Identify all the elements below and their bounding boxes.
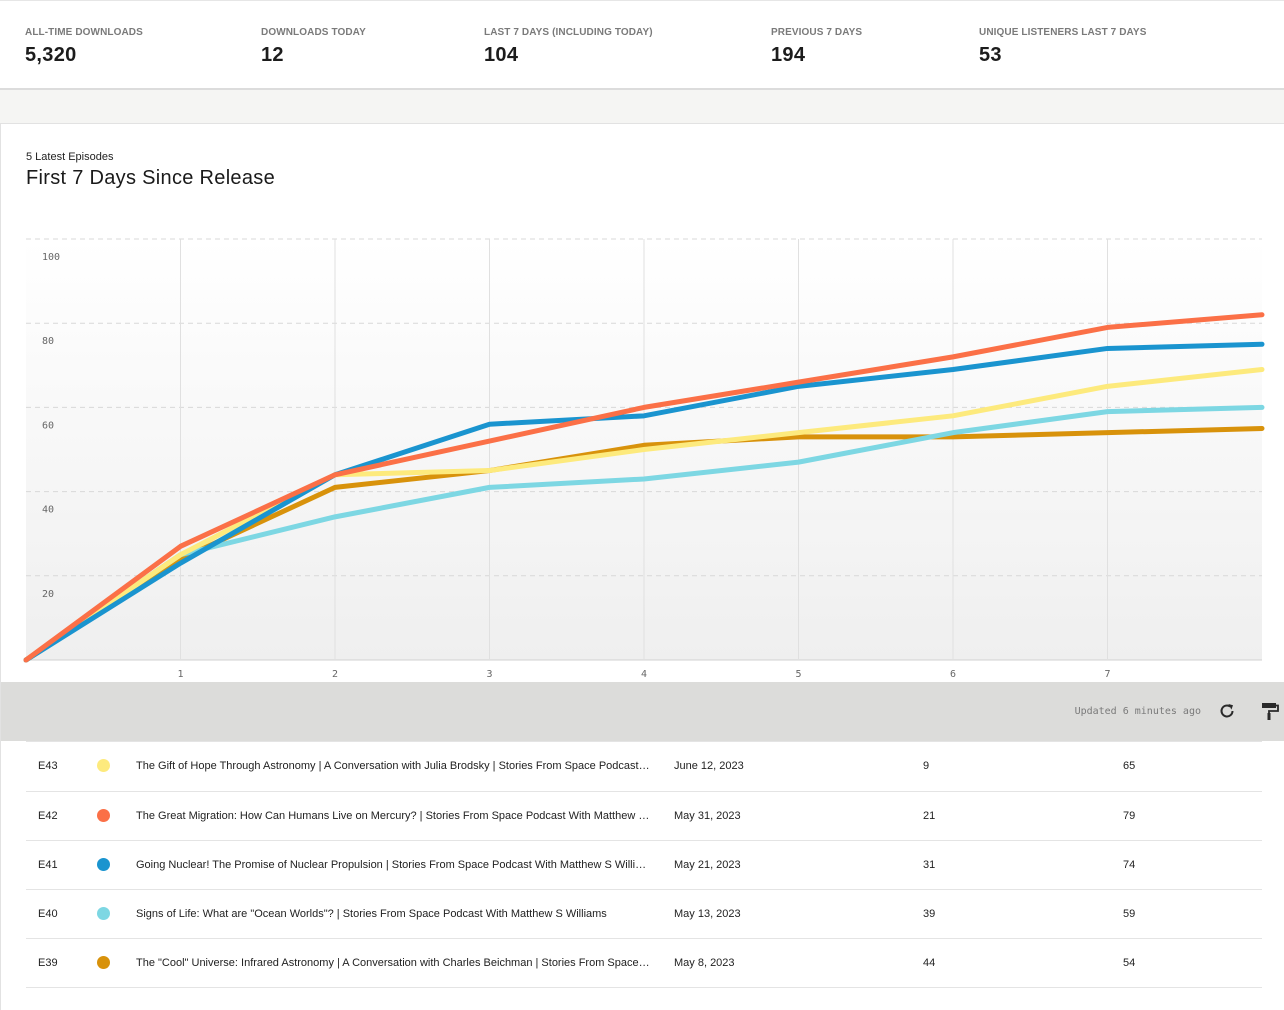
series-line-e43[interactable]: [23, 367, 1265, 663]
y-tick-label: 80: [42, 336, 54, 347]
card-title: First 7 Days Since Release: [26, 167, 276, 189]
stat-previous-7-days: PREVIOUS 7 DAYS 194: [771, 27, 862, 67]
episode-title[interactable]: The Great Migration: How Can Humans Live…: [136, 810, 651, 822]
episode-number: E43: [38, 760, 58, 772]
stat-downloads-today: DOWNLOADS TODAY 12: [261, 27, 366, 67]
stat-label: PREVIOUS 7 DAYS: [771, 27, 863, 38]
stats-bar: ALL-TIME DOWNLOADS 5,320 DOWNLOADS TODAY…: [0, 0, 1284, 90]
x-tick-label: 6: [950, 669, 956, 680]
stat-label: UNIQUE LISTENERS LAST 7 DAYS: [979, 27, 1147, 38]
episodes-chart-card: 5 Latest Episodes First 7 Days Since Rel…: [0, 123, 1284, 1010]
episodes-table: E43 The Gift of Hope Through Astronomy |…: [26, 741, 1262, 988]
stat-label: ALL-TIME DOWNLOADS: [25, 27, 143, 38]
stat-value: 12: [261, 44, 284, 66]
stat-value: 194: [771, 44, 806, 66]
table-row[interactable]: E40 Signs of Life: What are "Ocean World…: [26, 890, 1262, 939]
series-color-dot: [97, 809, 110, 822]
y-tick-label: 60: [42, 420, 54, 431]
series-color-dot: [97, 858, 110, 871]
card-subtitle: 5 Latest Episodes: [26, 151, 114, 163]
download-count: 59: [1123, 908, 1136, 920]
series-line-e42[interactable]: [23, 312, 1265, 663]
stat-all-time-downloads: ALL-TIME DOWNLOADS 5,320: [25, 27, 143, 67]
days-since-release: 44: [923, 957, 936, 969]
x-tick-label: 3: [486, 669, 492, 680]
x-tick-label: 5: [795, 669, 801, 680]
table-row[interactable]: E39 The "Cool" Universe: Infrared Astron…: [26, 939, 1262, 988]
y-tick-label: 20: [42, 589, 54, 600]
stat-last-7-days: LAST 7 DAYS (INCLUDING TODAY) 104: [484, 27, 653, 67]
download-count: 74: [1123, 859, 1136, 871]
days-since-release: 31: [923, 859, 936, 871]
series-line-e40[interactable]: [23, 404, 1265, 663]
series-color-dot: [97, 907, 110, 920]
x-tick-label: 2: [332, 669, 338, 680]
line-chart: 20 40 60 80 100 1 2 3 4 5 6 7: [23, 238, 1265, 680]
release-date: May 8, 2023: [674, 957, 735, 969]
release-date: May 21, 2023: [674, 859, 741, 871]
x-tick-label: 7: [1104, 669, 1110, 680]
x-tick-label: 1: [177, 669, 183, 680]
refresh-icon[interactable]: [1217, 701, 1237, 721]
series-line-e41[interactable]: [23, 341, 1265, 663]
stat-value: 5,320: [25, 44, 77, 66]
chart-toolbar: Updated 6 minutes ago: [1, 682, 1284, 741]
episode-title[interactable]: The Gift of Hope Through Astronomy | A C…: [136, 760, 651, 772]
episode-number: E39: [38, 957, 58, 969]
download-count: 65: [1123, 760, 1136, 772]
episode-title[interactable]: The "Cool" Universe: Infrared Astronomy …: [136, 957, 651, 969]
episode-number: E41: [38, 859, 58, 871]
episode-number: E42: [38, 810, 58, 822]
table-row[interactable]: E41 Going Nuclear! The Promise of Nuclea…: [26, 841, 1262, 890]
paint-roller-icon[interactable]: [1260, 701, 1280, 721]
y-tick-label: 100: [42, 252, 60, 263]
x-tick-label: 4: [641, 669, 647, 680]
table-row[interactable]: E42 The Great Migration: How Can Humans …: [26, 792, 1262, 841]
episode-title[interactable]: Signs of Life: What are "Ocean Worlds"? …: [136, 908, 607, 920]
updated-timestamp: Updated 6 minutes ago: [1074, 706, 1201, 717]
release-date: May 31, 2023: [674, 810, 741, 822]
release-date: June 12, 2023: [674, 760, 744, 772]
table-row[interactable]: E43 The Gift of Hope Through Astronomy |…: [26, 741, 1262, 792]
stat-unique-listeners: UNIQUE LISTENERS LAST 7 DAYS 53: [979, 27, 1146, 67]
episode-title[interactable]: Going Nuclear! The Promise of Nuclear Pr…: [136, 859, 651, 871]
days-since-release: 39: [923, 908, 936, 920]
download-count: 79: [1123, 810, 1136, 822]
episode-number: E40: [38, 908, 58, 920]
series-color-dot: [97, 956, 110, 969]
y-tick-label: 40: [42, 505, 54, 516]
stat-value: 104: [484, 44, 519, 66]
stat-label: DOWNLOADS TODAY: [261, 27, 366, 38]
stat-value: 53: [979, 44, 1002, 66]
days-since-release: 9: [923, 760, 930, 772]
release-date: May 13, 2023: [674, 908, 741, 920]
stat-label: LAST 7 DAYS (INCLUDING TODAY): [484, 27, 653, 38]
download-count: 54: [1123, 957, 1136, 969]
series-color-dot: [97, 759, 110, 772]
days-since-release: 21: [923, 810, 936, 822]
